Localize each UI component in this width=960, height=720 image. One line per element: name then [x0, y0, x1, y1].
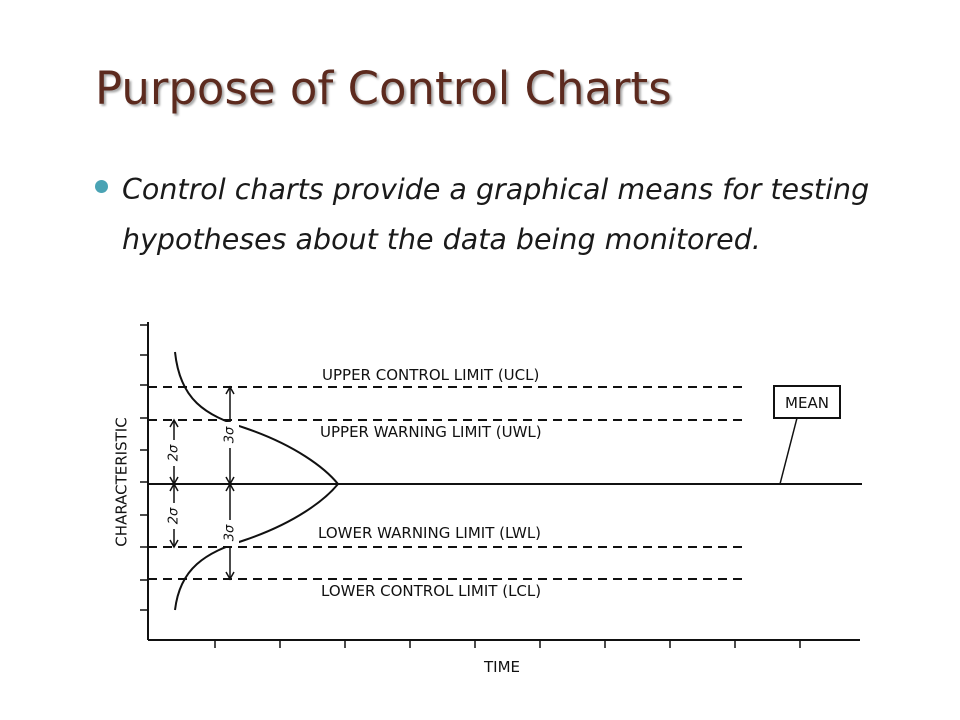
- x-axis-ticks: [214, 640, 801, 648]
- normal-distribution-curve: [174, 351, 340, 611]
- x-axis-label: TIME: [483, 658, 520, 676]
- ucl-label: UPPER CONTROL LIMIT (UCL): [322, 366, 539, 384]
- upper-two-sigma-label: 2σ: [167, 444, 182, 461]
- mean-leader-line: [779, 417, 798, 485]
- bullet-item: Control charts provide a graphical means…: [95, 165, 955, 265]
- bullet-list: Control charts provide a graphical means…: [95, 165, 955, 265]
- slide-title: Purpose of Control Charts: [95, 62, 672, 115]
- lcl-label: LOWER CONTROL LIMIT (LCL): [321, 582, 541, 600]
- lwl-label: LOWER WARNING LIMIT (LWL): [318, 524, 541, 542]
- mean-box: [773, 385, 841, 419]
- bullet-dot-icon: [95, 180, 108, 193]
- bullet-text: Control charts provide a graphical means…: [122, 173, 870, 256]
- uwl-label: UPPER WARNING LIMIT (UWL): [320, 423, 542, 441]
- three-sigma-dimension: [225, 385, 235, 581]
- y-axis-ticks: [140, 324, 148, 611]
- upper-three-sigma-label: 3σ: [223, 426, 238, 443]
- mean-box-label: MEAN: [785, 394, 829, 412]
- lower-two-sigma-label: 2σ: [167, 507, 182, 524]
- y-axis-label: CHARACTERISTIC: [113, 417, 131, 546]
- lower-three-sigma-label: 3σ: [223, 524, 238, 541]
- control-chart-diagram: 2σ 2σ 3σ 3σ UPPER CONTROL LIMIT (UCL) UP…: [113, 322, 862, 676]
